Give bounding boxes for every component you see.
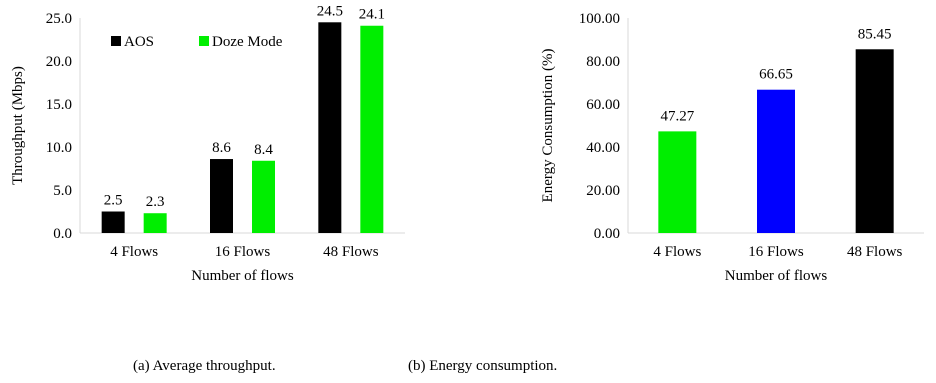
x-axis-title: Number of flows <box>725 268 828 284</box>
x-tick-label: 4 Flows <box>653 244 701 260</box>
data-label: 66.65 <box>759 67 793 83</box>
energy-chart: 0.00 20.00 40.00 60.00 80.00 100.00 4 Flows 16 … <box>540 11 924 284</box>
x-tick-label: 16 Flows <box>215 244 271 260</box>
y-axis-title: Energy Consumption (%) <box>540 49 556 203</box>
bar-aos <box>318 22 342 233</box>
legend-entry: AOS <box>124 34 154 50</box>
y-tick-label: 0.00 <box>594 226 620 242</box>
bar-doze-mode <box>252 160 275 233</box>
caption-throughput: (a) Average throughput. <box>133 358 276 374</box>
bar-doze-mode <box>143 213 167 233</box>
data-label: 85.45 <box>858 26 892 42</box>
caption-energy: (b) Energy consumption. <box>408 358 558 374</box>
data-label: 24.1 <box>359 7 385 23</box>
data-label: 8.6 <box>212 140 231 156</box>
bar <box>757 89 795 233</box>
data-label: 2.5 <box>104 193 123 209</box>
y-tick-label: 80.00 <box>586 54 620 70</box>
legend-swatch-aos <box>111 36 121 46</box>
bar <box>658 131 697 233</box>
y-axis-title: Throughput (Mbps) <box>10 66 26 185</box>
y-tick-label: 15.0 <box>46 97 72 113</box>
data-label: 2.3 <box>146 194 165 210</box>
bar-aos <box>210 159 233 233</box>
x-tick-label: 48 Flows <box>847 244 903 260</box>
x-tick-label: 4 Flows <box>110 244 158 260</box>
bar <box>855 49 894 233</box>
y-tick-label: 25.0 <box>46 11 72 27</box>
legend-swatch-doze-mode <box>199 36 209 46</box>
y-tick-label: 40.00 <box>586 140 620 156</box>
y-tick-label: 100.00 <box>579 11 620 27</box>
y-tick-label: 5.0 <box>53 183 72 199</box>
y-tick-label: 60.00 <box>586 97 620 113</box>
bar-doze-mode <box>360 25 384 233</box>
throughput-chart: 0.0 5.0 10.0 15.0 20.0 25.0 4 Flows 16 Flows 48 … <box>10 3 405 284</box>
figure-throughput: 0.0 5.0 10.0 15.0 20.0 25.0 4 Flows 16 Flows 48 … <box>10 3 405 284</box>
y-tick-label: 0.0 <box>53 226 72 242</box>
x-tick-label: 48 Flows <box>323 244 379 260</box>
y-tick-label: 20.0 <box>46 54 72 70</box>
data-label: 8.4 <box>254 142 273 158</box>
legend-entry: Doze Mode <box>212 34 283 50</box>
figure-energy: 0.00 20.00 40.00 60.00 80.00 100.00 4 Flows 16 … <box>480 0 936 383</box>
bar-aos <box>101 211 125 233</box>
y-tick-label: 10.0 <box>46 140 72 156</box>
x-tick-label: 16 Flows <box>748 244 804 260</box>
y-tick-label: 20.00 <box>586 183 620 199</box>
x-axis-title: Number of flows <box>191 268 294 284</box>
data-label: 24.5 <box>317 3 343 19</box>
data-label: 47.27 <box>660 108 694 124</box>
